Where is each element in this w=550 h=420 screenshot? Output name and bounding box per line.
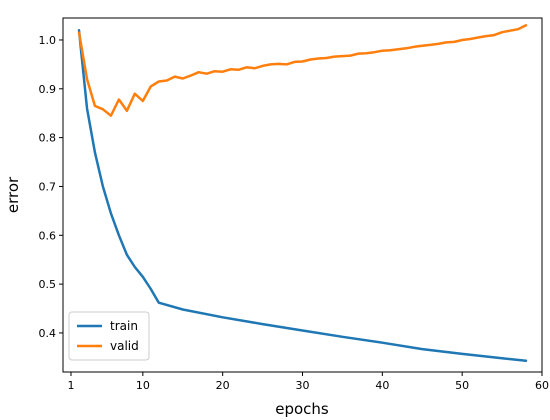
legend: train valid bbox=[68, 311, 150, 361]
series-layer bbox=[77, 24, 528, 363]
x-tick-label: 50 bbox=[455, 379, 469, 392]
x-tick-label: 10 bbox=[136, 379, 150, 392]
y-axis-title: error bbox=[4, 176, 22, 213]
x-tick-label: 40 bbox=[375, 379, 389, 392]
x-axis-ticks: 1 10 20 30 40 50 60 bbox=[67, 372, 549, 392]
series-line-train bbox=[77, 28, 528, 363]
x-tick-label: 60 bbox=[535, 379, 549, 392]
legend-label-train: train bbox=[110, 319, 138, 333]
series-line-valid bbox=[77, 24, 528, 117]
y-tick-label: 0.7 bbox=[39, 180, 57, 193]
y-tick-label: 0.4 bbox=[39, 327, 57, 340]
x-axis-title: epochs bbox=[275, 400, 329, 418]
y-tick-label: 0.6 bbox=[39, 229, 57, 242]
y-axis-ticks: 0.4 0.5 0.6 0.7 0.8 0.9 1.0 bbox=[39, 34, 63, 340]
x-tick-label: 1 bbox=[67, 379, 74, 392]
y-tick-label: 1.0 bbox=[39, 34, 57, 47]
y-tick-label: 0.9 bbox=[39, 83, 57, 96]
legend-box bbox=[68, 311, 150, 361]
y-tick-label: 0.5 bbox=[39, 278, 57, 291]
x-tick-label: 20 bbox=[216, 379, 230, 392]
legend-label-valid: valid bbox=[110, 339, 139, 353]
y-tick-label: 0.8 bbox=[39, 132, 57, 145]
x-tick-label: 30 bbox=[296, 379, 310, 392]
